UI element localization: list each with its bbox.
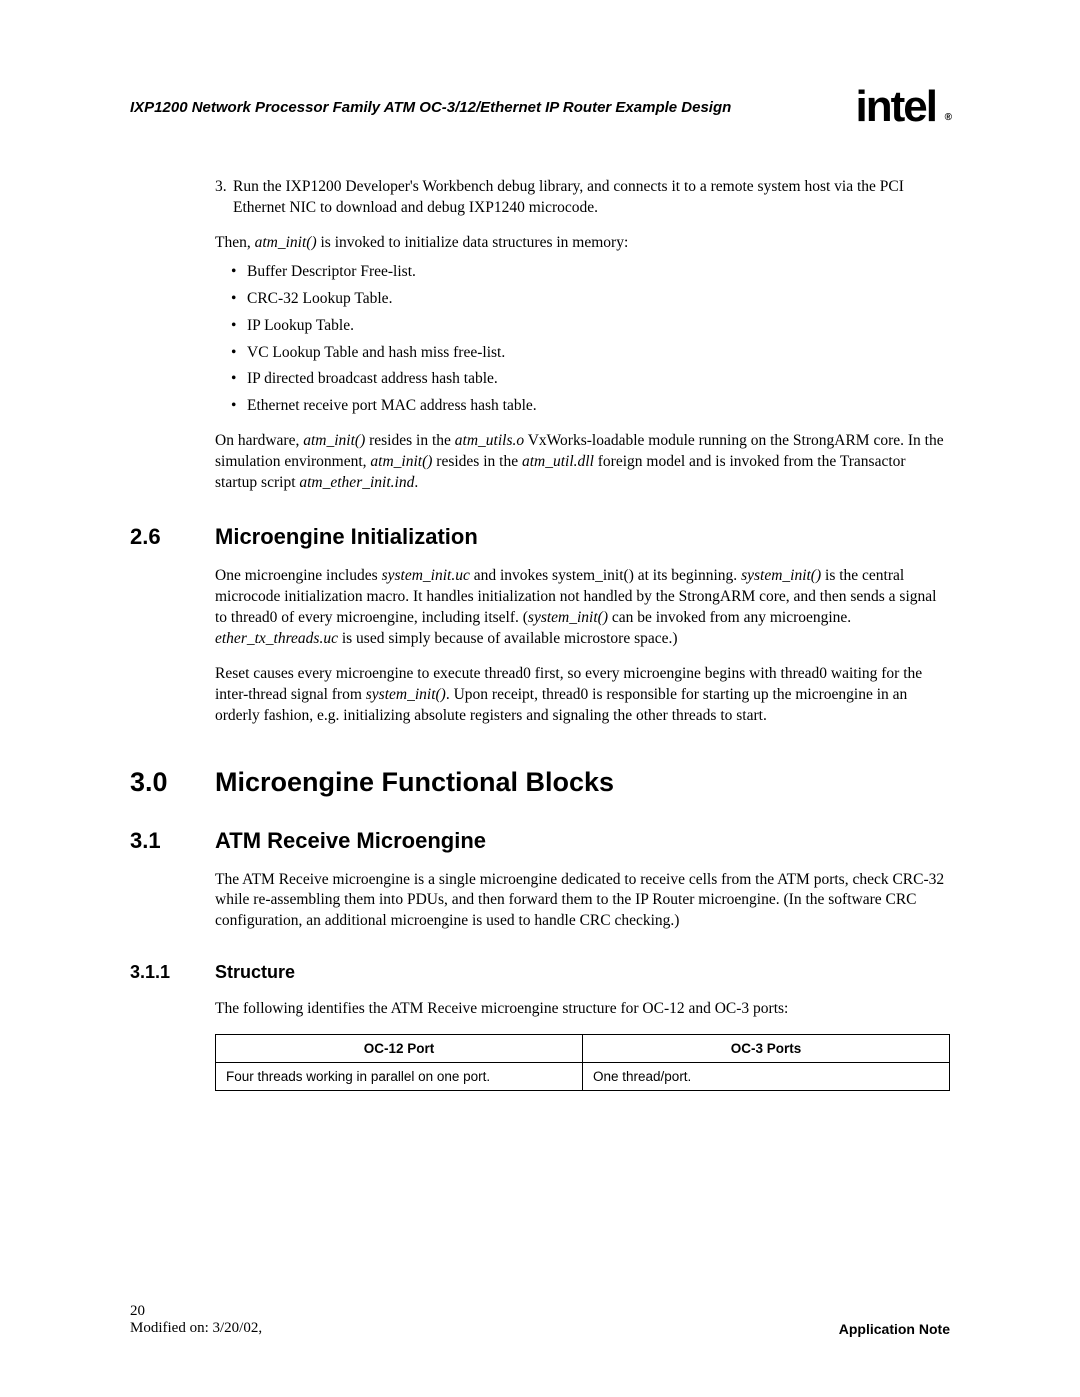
registered-mark-icon: ® (945, 113, 950, 123)
text: can be invoked from any microengine. (608, 609, 851, 626)
text: On hardware, (215, 432, 303, 449)
section-heading-2-6: 2.6 Microengine Initialization (130, 524, 950, 550)
paragraph: The following identifies the ATM Receive… (215, 999, 950, 1020)
body-content: 3. Run the IXP1200 Developer's Workbench… (130, 177, 950, 494)
section-heading-3-0: 3.0 Microengine Functional Blocks (130, 767, 950, 798)
list-item: VC Lookup Table and hash miss free-list. (215, 343, 950, 364)
table-header-row: OC-12 Port OC-3 Ports (216, 1035, 950, 1063)
doc-title: IXP1200 Network Processor Family ATM OC-… (130, 99, 856, 116)
section-number: 2.6 (130, 524, 215, 550)
text: . (414, 474, 418, 491)
table-header-cell: OC-3 Ports (583, 1035, 950, 1063)
code-italic: system_init.uc (382, 567, 470, 584)
table-cell: Four threads working in parallel on one … (216, 1063, 583, 1091)
page-number: 20 (130, 1303, 262, 1320)
table-header-cell: OC-12 Port (216, 1035, 583, 1063)
footer-right-label: Application Note (839, 1321, 950, 1337)
modified-date: Modified on: 3/20/02, (130, 1320, 262, 1337)
code-italic: atm_init() (303, 432, 365, 449)
paragraph: Reset causes every microengine to execut… (215, 664, 950, 727)
section-3-1-1-content: The following identifies the ATM Receive… (130, 999, 950, 1091)
text: and invokes system_init() at its beginni… (470, 567, 741, 584)
text: is invoked to initialize data structures… (317, 234, 629, 251)
text: resides in the (365, 432, 455, 449)
section-number: 3.0 (130, 767, 215, 798)
code-italic: system_init() (528, 609, 608, 626)
paragraph: One microengine includes system_init.uc … (215, 566, 950, 650)
code-italic: atm_init() (370, 453, 432, 470)
section-title: ATM Receive Microengine (215, 828, 486, 854)
list-item: CRC-32 Lookup Table. (215, 289, 950, 310)
text: is used simply because of available micr… (338, 630, 678, 647)
list-item: IP Lookup Table. (215, 316, 950, 337)
ordered-list-item-3: 3. Run the IXP1200 Developer's Workbench… (215, 177, 950, 219)
list-item: IP directed broadcast address hash table… (215, 369, 950, 390)
section-title: Microengine Initialization (215, 524, 478, 550)
table-cell: One thread/port. (583, 1063, 950, 1091)
text: Then, (215, 234, 255, 251)
code-italic: atm_ether_init.ind (299, 474, 414, 491)
section-number: 3.1 (130, 828, 215, 854)
section-title: Microengine Functional Blocks (215, 767, 614, 798)
table-row: Four threads working in parallel on one … (216, 1063, 950, 1091)
ports-table: OC-12 Port OC-3 Ports Four threads worki… (215, 1034, 950, 1091)
code-italic: atm_util.dll (522, 453, 594, 470)
code-italic: atm_utils.o (455, 432, 524, 449)
paragraph: The ATM Receive microengine is a single … (215, 870, 950, 933)
page-header: IXP1200 Network Processor Family ATM OC-… (130, 85, 950, 129)
list-text: Run the IXP1200 Developer's Workbench de… (233, 178, 904, 216)
list-item: Buffer Descriptor Free-list. (215, 262, 950, 283)
section-heading-3-1-1: 3.1.1 Structure (130, 962, 950, 983)
section-3-1-content: The ATM Receive microengine is a single … (130, 870, 950, 933)
code-italic: atm_init() (255, 234, 317, 251)
intel-logo: intel ® (856, 85, 950, 129)
list-number: 3. (215, 177, 227, 198)
page-footer: 20 Modified on: 3/20/02, Application Not… (130, 1303, 950, 1337)
code-italic: system_init() (366, 686, 446, 703)
section-heading-3-1: 3.1 ATM Receive Microengine (130, 828, 950, 854)
text: resides in the (432, 453, 522, 470)
hardware-paragraph: On hardware, atm_init() resides in the a… (215, 431, 950, 494)
footer-left: 20 Modified on: 3/20/02, (130, 1303, 262, 1337)
init-bullet-list: Buffer Descriptor Free-list. CRC-32 Look… (215, 262, 950, 418)
section-title: Structure (215, 962, 295, 983)
code-italic: ether_tx_threads.uc (215, 630, 338, 647)
code-italic: system_init() (741, 567, 821, 584)
text: One microengine includes (215, 567, 382, 584)
section-2-6-content: One microengine includes system_init.uc … (130, 566, 950, 726)
then-paragraph: Then, atm_init() is invoked to initializ… (215, 233, 950, 254)
list-item: Ethernet receive port MAC address hash t… (215, 396, 950, 417)
section-number: 3.1.1 (130, 962, 215, 983)
logo-text: intel (856, 82, 936, 131)
